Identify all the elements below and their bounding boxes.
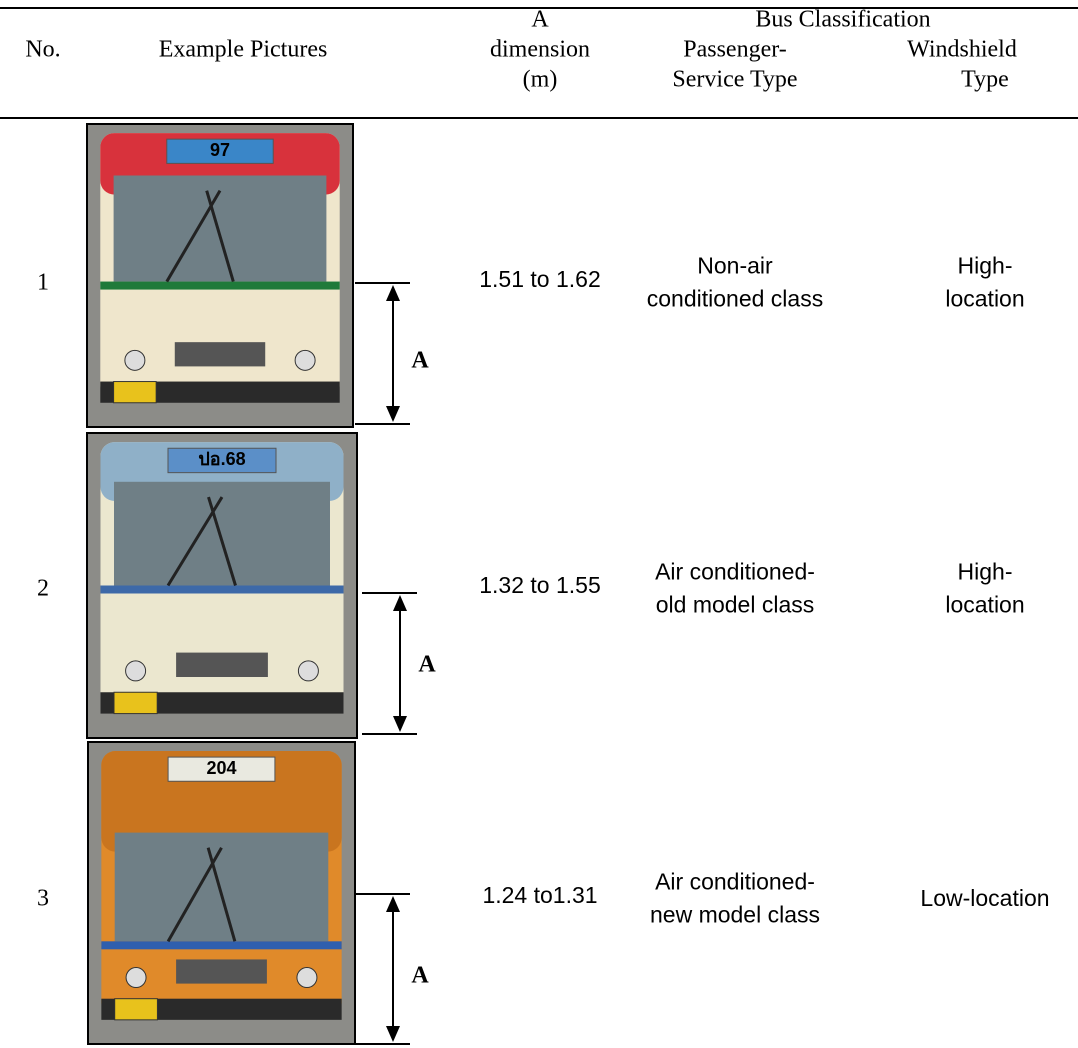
a-dimension: 1.51 to 1.62 (479, 266, 601, 292)
wiper (207, 496, 237, 586)
headlight (296, 967, 318, 989)
bumper (100, 381, 340, 403)
headlight (125, 967, 147, 989)
row-number: 3 (37, 886, 49, 912)
column-header: No. (25, 37, 60, 63)
license-plate (113, 381, 157, 404)
headlight (294, 349, 316, 371)
column-header: A (531, 7, 549, 33)
bus-roof (101, 751, 342, 852)
arrow-head (393, 595, 407, 611)
color-band (100, 281, 340, 290)
arrow-head (386, 896, 400, 912)
route-sign (166, 138, 274, 164)
dimension-label: A (411, 348, 429, 374)
arrow-head (386, 1026, 400, 1042)
a-dimension: 1.32 to 1.55 (479, 572, 601, 598)
windshield-type: Low-location (920, 885, 1049, 911)
passenger-service-type: new model class (650, 902, 820, 928)
route-sign (167, 756, 276, 782)
color-band (100, 585, 344, 594)
grille (176, 959, 267, 984)
photo-frame (86, 123, 354, 428)
table-row: 2 ปอ.68 A 1.32 to 1.55 Air conditioned-old m… (37, 432, 1025, 739)
route-sign-text: 97 (210, 140, 230, 160)
column-header: Service Type (672, 67, 797, 93)
wiper (206, 847, 237, 942)
windshield-type: location (945, 592, 1024, 618)
grille (176, 652, 268, 677)
a-dimension: 1.24 to1.31 (482, 882, 597, 908)
route-sign-text: 204 (206, 758, 236, 778)
color-band (101, 941, 342, 950)
passenger-service-type: Air conditioned- (655, 869, 815, 895)
column-header: Type (961, 67, 1009, 93)
row-number: 2 (37, 576, 49, 602)
column-header: (m) (523, 67, 558, 93)
bumper (101, 998, 342, 1020)
passenger-service-type: conditioned class (647, 286, 823, 312)
passenger-service-type: old model class (656, 592, 815, 618)
wiper (205, 190, 235, 282)
headlight (124, 349, 146, 371)
table-row: 1 97 A 1.51 to 1.62 Non-air conditioned class… (37, 123, 1025, 428)
column-header: Example Pictures (159, 37, 328, 63)
route-sign-text: ปอ.68 (198, 449, 245, 469)
arrow-head (386, 406, 400, 422)
column-header: Windshield (907, 37, 1017, 63)
passenger-service-type: Air conditioned- (655, 559, 815, 585)
windshield-type: High- (958, 559, 1013, 585)
windshield-type: High- (958, 253, 1013, 279)
arrow-head (386, 285, 400, 301)
photo-frame (86, 432, 358, 739)
column-header: dimension (490, 37, 590, 63)
dimension-label: A (411, 963, 429, 989)
grille (174, 342, 266, 367)
headlight (125, 660, 147, 682)
group-header: Bus Classification (755, 7, 930, 33)
row-number: 1 (37, 270, 49, 296)
dimension-label: A (418, 652, 436, 678)
route-sign (167, 447, 277, 474)
passenger-service-type: Non-air (697, 253, 773, 279)
license-plate (114, 998, 158, 1021)
arrow-head (393, 716, 407, 732)
headlight (297, 660, 319, 682)
license-plate (113, 691, 158, 715)
bumper (100, 692, 344, 714)
table-row: 3 204 A 1.24 to1.31 Air conditioned-new mode… (37, 741, 1050, 1045)
windshield-type: location (945, 286, 1024, 312)
column-header: Passenger- (683, 37, 787, 63)
